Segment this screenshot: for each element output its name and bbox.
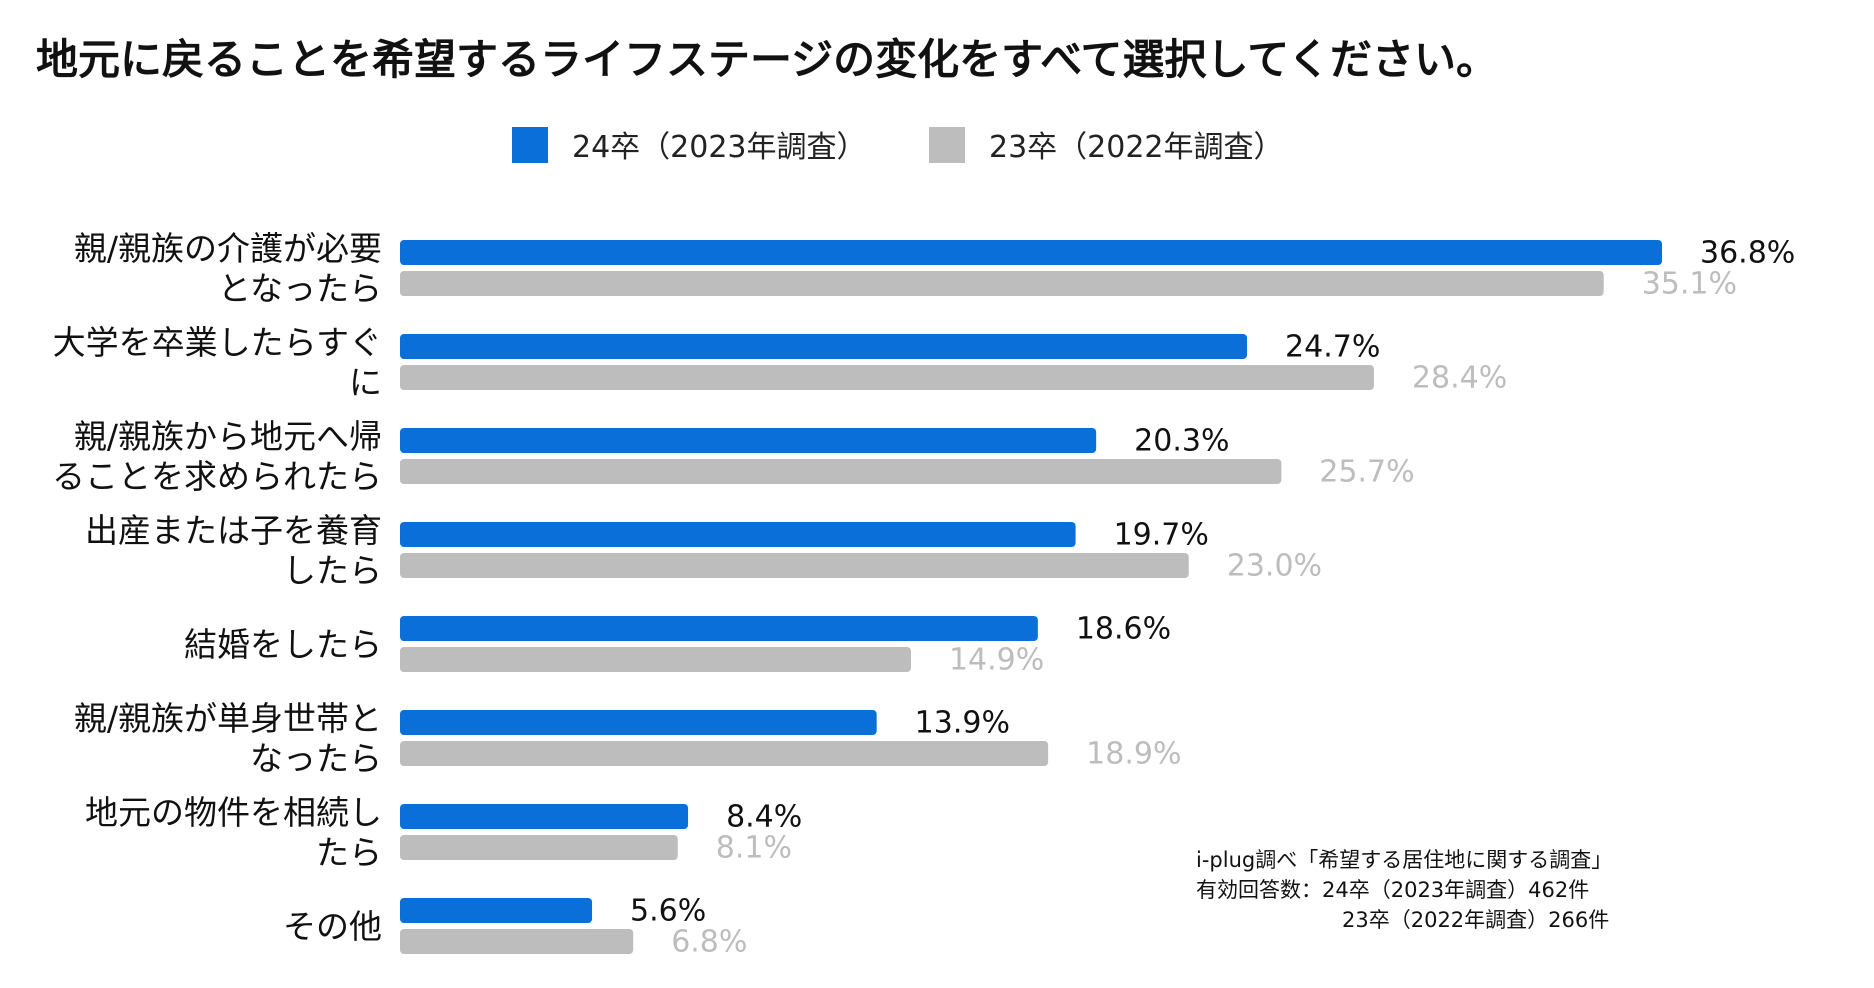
bar-series1-3 [400, 428, 1097, 453]
category-label-2-line-1: 大学を卒業したらすぐ [53, 323, 382, 362]
legend-label-2: 23卒（2022年調査） [989, 130, 1284, 165]
category-label-6-line-1: 親/親族が単身世帯と [74, 699, 382, 738]
value-label-series2-6: 18.9% [1086, 737, 1181, 772]
value-label-series2-4: 23.0% [1227, 549, 1322, 584]
value-label-series1-4: 19.7% [1114, 518, 1209, 553]
bar-series2-7 [400, 835, 678, 860]
category-label-8-line-1: その他 [283, 907, 382, 946]
bar-series1-8 [400, 898, 593, 923]
value-label-series1-7: 8.4% [726, 800, 802, 835]
bar-series1-6 [400, 710, 877, 735]
bar-series1-5 [400, 616, 1038, 641]
value-label-series2-2: 28.4% [1412, 361, 1507, 396]
bar-series1-2 [400, 334, 1248, 359]
value-label-series2-3: 25.7% [1319, 455, 1414, 490]
category-label-1-line-1: 親/親族の介護が必要 [74, 229, 382, 268]
legend: 24卒（2023年調査） 23卒（2022年調査） [512, 127, 1284, 165]
category-label-1-line-2: となったら [218, 269, 382, 308]
category-label-4-line-2: したら [283, 551, 382, 590]
bar-series1-7 [400, 804, 689, 829]
bar-series2-6 [400, 741, 1049, 766]
bar-series2-4 [400, 553, 1189, 578]
category-label-2-line-2: に [349, 363, 382, 402]
category-label-4-line-1: 出産または子を養育 [85, 511, 382, 550]
value-label-series1-5: 18.6% [1076, 612, 1171, 647]
bar-series2-1 [400, 271, 1604, 296]
legend-swatch-2 [929, 127, 965, 163]
value-label-series2-5: 14.9% [949, 643, 1044, 678]
value-label-series1-3: 20.3% [1134, 424, 1229, 459]
legend-swatch-1 [512, 127, 548, 163]
responses-line-1: 有効回答数：24卒（2023年調査）462件 [1196, 878, 1590, 902]
bar-series1-4 [400, 522, 1076, 547]
value-label-series2-1: 35.1% [1642, 267, 1737, 302]
bar-series2-8 [400, 929, 634, 954]
category-label-7-line-1: 地元の物件を相続し [85, 793, 382, 832]
bar-series2-2 [400, 365, 1374, 390]
responses-line-2: 23卒（2022年調査）266件 [1342, 908, 1610, 932]
value-label-series1-1: 36.8% [1700, 236, 1795, 271]
category-labels: 親/親族の介護が必要となったら大学を卒業したらすぐに親/親族から地元へ帰ることを… [52, 229, 382, 946]
bar-series2-5 [400, 647, 911, 672]
category-label-6-line-2: なったら [250, 739, 382, 778]
source-line: i-plug調べ「希望する居住地に関する調査」 [1196, 848, 1613, 872]
category-label-3-line-1: 親/親族から地元へ帰 [74, 417, 382, 456]
bars [400, 240, 1662, 954]
bar-series2-3 [400, 459, 1282, 484]
value-label-series2-7: 8.1% [716, 831, 792, 866]
chart-title: 地元に戻ることを希望するライフステージの変化をすべて選択してください。 [36, 35, 1498, 84]
category-label-7-line-2: たら [316, 833, 382, 872]
value-label-series2-8: 6.8% [671, 925, 747, 960]
category-label-5-line-1: 結婚をしたら [184, 625, 382, 664]
value-labels: 36.8% 24.7% 20.3% 19.7% 18.6% 13.9% 8.4% 5.6% 35… [630, 236, 1795, 960]
value-label-series1-6: 13.9% [915, 706, 1010, 741]
source-note: i-plug調べ「希望する居住地に関する調査」 有効回答数：24卒（2023年調… [1196, 845, 1612, 935]
value-label-series1-8: 5.6% [630, 894, 706, 929]
legend-label-1: 24卒（2023年調査） [572, 130, 867, 165]
bar-series1-1 [400, 240, 1662, 265]
category-label-3-line-2: ることを求められたら [52, 457, 382, 496]
value-label-series1-2: 24.7% [1285, 330, 1380, 365]
